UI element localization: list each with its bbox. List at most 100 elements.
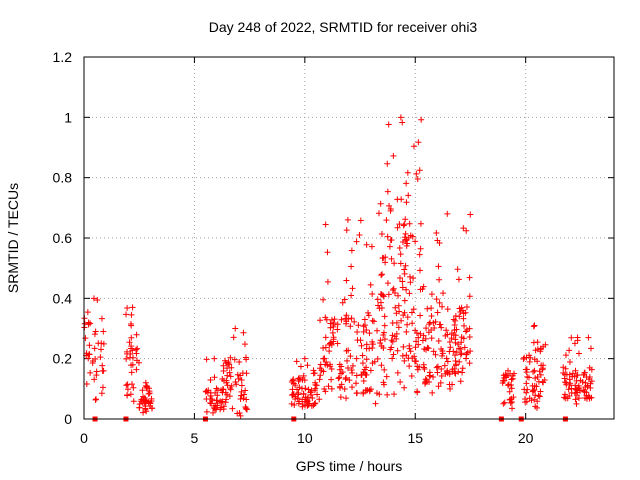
- data-point: [143, 408, 150, 415]
- data-point: [403, 199, 410, 206]
- data-point: [140, 393, 147, 400]
- data-point: [416, 251, 423, 258]
- data-point: [370, 318, 377, 325]
- data-point: [94, 296, 101, 303]
- data-point: [356, 232, 363, 239]
- data-point: [344, 216, 351, 223]
- data-point: [409, 320, 416, 327]
- data-point: [463, 227, 470, 234]
- data-point: [335, 375, 342, 382]
- data-point: [395, 324, 402, 331]
- data-point: [437, 379, 444, 386]
- data-point: [224, 365, 231, 372]
- data-point: [348, 366, 355, 373]
- data-point: [417, 312, 424, 319]
- data-point: [412, 238, 419, 245]
- data-point: [562, 352, 569, 359]
- data-point: [339, 299, 346, 306]
- data-point: [395, 302, 402, 309]
- data-point: [406, 363, 413, 370]
- data-point: [222, 357, 229, 364]
- data-point: [389, 332, 396, 339]
- data-point: [562, 379, 569, 386]
- data-point: [407, 279, 414, 286]
- data-point: [369, 360, 376, 367]
- data-point: [568, 385, 575, 392]
- data-point: [326, 348, 333, 355]
- data-point: [400, 222, 407, 229]
- data-point: [430, 348, 437, 355]
- data-point: [233, 381, 240, 388]
- data-point: [428, 313, 435, 320]
- data-point: [348, 315, 355, 322]
- x-axis-label: GPS time / hours: [296, 458, 403, 474]
- data-point: [458, 350, 465, 357]
- data-point: [377, 340, 384, 347]
- data-point: [426, 369, 433, 376]
- data-point: [338, 316, 345, 323]
- data-point: [436, 321, 443, 328]
- data-point: [530, 339, 537, 346]
- data-point: [349, 384, 356, 391]
- data-point: [304, 362, 311, 369]
- data-point: [412, 344, 419, 351]
- data-point: [307, 389, 314, 396]
- data-point: [349, 285, 356, 292]
- data-point: [439, 348, 446, 355]
- data-point: [360, 377, 367, 384]
- data-point: [396, 308, 403, 315]
- data-point: [389, 319, 396, 326]
- y-tick-label: 0.2: [53, 351, 73, 367]
- data-point: [456, 358, 463, 365]
- data-point: [523, 369, 530, 376]
- data-point: [349, 362, 356, 369]
- data-point: [537, 371, 544, 378]
- data-point: [226, 369, 233, 376]
- data-point: [430, 373, 437, 380]
- data-point: [347, 353, 354, 360]
- data-point: [127, 391, 134, 398]
- data-point: [211, 355, 218, 362]
- data-point: [509, 405, 516, 412]
- data-point: [586, 374, 593, 381]
- data-point: [455, 341, 462, 348]
- data-point: [560, 364, 567, 371]
- data-point: [433, 296, 440, 303]
- data-point: [322, 221, 329, 228]
- data-point: [129, 347, 136, 354]
- data-point: [358, 342, 365, 349]
- data-point: [316, 376, 323, 383]
- data-point: [534, 374, 541, 381]
- data-point: [290, 376, 297, 383]
- data-point: [455, 368, 462, 375]
- data-point: [424, 305, 431, 312]
- data-point: [407, 348, 414, 355]
- data-point: [399, 119, 406, 126]
- data-point: [92, 396, 99, 403]
- data-point: [420, 332, 427, 339]
- data-point: [382, 254, 389, 261]
- data-point: [573, 372, 580, 379]
- data-point: [401, 297, 408, 304]
- data-point: [317, 317, 324, 324]
- data-point: [434, 369, 441, 376]
- data-point: [225, 359, 232, 366]
- data-point: [317, 372, 324, 379]
- data-point: [398, 317, 405, 324]
- data-point: [322, 344, 329, 351]
- data-point: [457, 351, 464, 358]
- data-point: [338, 370, 345, 377]
- data-point: [397, 251, 404, 258]
- data-point: [466, 360, 473, 367]
- data-point: [220, 406, 227, 413]
- data-point: [399, 352, 406, 359]
- data-point: [459, 369, 466, 376]
- data-point: [413, 338, 420, 345]
- data-point: [384, 280, 391, 287]
- data-point: [583, 395, 590, 402]
- data-point: [337, 394, 344, 401]
- data-points: [81, 114, 595, 422]
- data-point: [207, 392, 214, 399]
- data-point: [531, 367, 538, 374]
- data-point: [203, 356, 210, 363]
